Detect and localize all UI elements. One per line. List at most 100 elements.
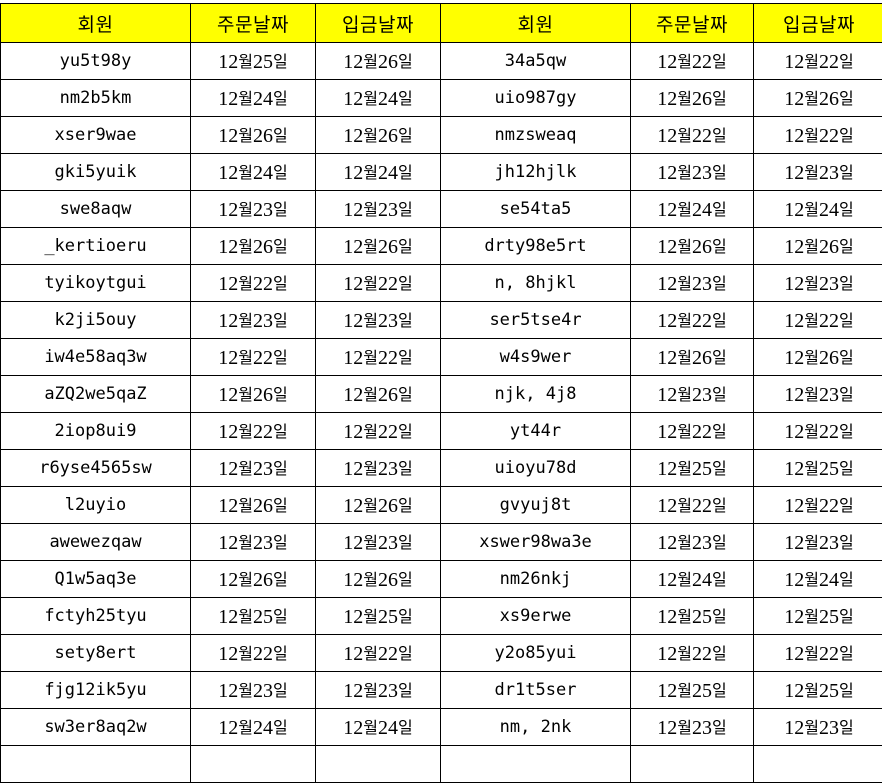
- cell-member[interactable]: Q1w5aq3e: [1, 561, 191, 598]
- cell-date[interactable]: 12월26일: [316, 43, 441, 80]
- cell-date[interactable]: 12월22일: [754, 43, 882, 80]
- cell-member[interactable]: w4s9wer: [441, 339, 631, 376]
- cell-date[interactable]: 12월22일: [191, 339, 316, 376]
- cell-date[interactable]: 12월25일: [631, 598, 754, 635]
- cell-member[interactable]: xswer98wa3e: [441, 524, 631, 561]
- cell-date[interactable]: 12월26일: [631, 80, 754, 117]
- cell-date[interactable]: 12월22일: [754, 117, 882, 154]
- cell-date[interactable]: 12월22일: [754, 413, 882, 450]
- cell-date[interactable]: 12월23일: [191, 191, 316, 228]
- cell-date[interactable]: 12월24일: [316, 709, 441, 746]
- cell-date[interactable]: 12월26일: [631, 228, 754, 265]
- cell-member[interactable]: njk, 4j8: [441, 376, 631, 413]
- cell-member[interactable]: ser5tse4r: [441, 302, 631, 339]
- cell-date[interactable]: 12월22일: [191, 635, 316, 672]
- cell-date[interactable]: 12월22일: [631, 487, 754, 524]
- cell-date[interactable]: 12월26일: [631, 339, 754, 376]
- cell-date[interactable]: 12월25일: [316, 598, 441, 635]
- cell-date[interactable]: 12월22일: [191, 265, 316, 302]
- column-header-member-1[interactable]: 회원: [1, 4, 191, 43]
- cell-date[interactable]: 12월23일: [754, 524, 882, 561]
- cell-empty[interactable]: [631, 746, 754, 783]
- cell-member[interactable]: gvyuj8t: [441, 487, 631, 524]
- cell-date[interactable]: 12월23일: [631, 376, 754, 413]
- cell-member[interactable]: fctyh25tyu: [1, 598, 191, 635]
- cell-member[interactable]: y2o85yui: [441, 635, 631, 672]
- cell-member[interactable]: iw4e58aq3w: [1, 339, 191, 376]
- cell-member[interactable]: r6yse4565sw: [1, 450, 191, 487]
- column-header-payment-1[interactable]: 입금날짜: [316, 4, 441, 43]
- cell-member[interactable]: 2iop8ui9: [1, 413, 191, 450]
- cell-member[interactable]: sety8ert: [1, 635, 191, 672]
- cell-date[interactable]: 12월25일: [754, 672, 882, 709]
- cell-member[interactable]: _kertioeru: [1, 228, 191, 265]
- cell-date[interactable]: 12월22일: [754, 487, 882, 524]
- cell-date[interactable]: 12월23일: [316, 191, 441, 228]
- cell-date[interactable]: 12월25일: [191, 598, 316, 635]
- cell-date[interactable]: 12월26일: [316, 561, 441, 598]
- cell-date[interactable]: 12월24일: [631, 191, 754, 228]
- cell-member[interactable]: swe8aqw: [1, 191, 191, 228]
- cell-member[interactable]: yt44r: [441, 413, 631, 450]
- cell-member[interactable]: se54ta5: [441, 191, 631, 228]
- cell-member[interactable]: xs9erwe: [441, 598, 631, 635]
- cell-member[interactable]: k2ji5ouy: [1, 302, 191, 339]
- cell-date[interactable]: 12월23일: [631, 709, 754, 746]
- cell-member[interactable]: nm26nkj: [441, 561, 631, 598]
- cell-date[interactable]: 12월22일: [316, 265, 441, 302]
- cell-member[interactable]: drty98e5rt: [441, 228, 631, 265]
- column-header-order-1[interactable]: 주문날짜: [191, 4, 316, 43]
- cell-member[interactable]: tyikoytgui: [1, 265, 191, 302]
- cell-date[interactable]: 12월24일: [316, 154, 441, 191]
- cell-date[interactable]: 12월22일: [631, 413, 754, 450]
- cell-member[interactable]: nmzsweaq: [441, 117, 631, 154]
- cell-date[interactable]: 12월23일: [191, 524, 316, 561]
- cell-date[interactable]: 12월23일: [754, 709, 882, 746]
- column-header-order-2[interactable]: 주문날짜: [631, 4, 754, 43]
- cell-date[interactable]: 12월22일: [631, 117, 754, 154]
- cell-date[interactable]: 12월24일: [316, 80, 441, 117]
- cell-date[interactable]: 12월26일: [191, 228, 316, 265]
- cell-member[interactable]: 34a5qw: [441, 43, 631, 80]
- cell-date[interactable]: 12월22일: [754, 302, 882, 339]
- cell-date[interactable]: 12월22일: [316, 339, 441, 376]
- cell-member[interactable]: fjg12ik5yu: [1, 672, 191, 709]
- cell-date[interactable]: 12월26일: [316, 117, 441, 154]
- cell-date[interactable]: 12월22일: [631, 635, 754, 672]
- cell-date[interactable]: 12월26일: [754, 228, 882, 265]
- cell-member[interactable]: aZQ2we5qaZ: [1, 376, 191, 413]
- cell-date[interactable]: 12월26일: [191, 561, 316, 598]
- cell-date[interactable]: 12월24일: [191, 709, 316, 746]
- cell-empty[interactable]: [191, 746, 316, 783]
- cell-member[interactable]: awewezqaw: [1, 524, 191, 561]
- cell-date[interactable]: 12월23일: [316, 672, 441, 709]
- cell-date[interactable]: 12월25일: [191, 43, 316, 80]
- cell-date[interactable]: 12월25일: [631, 672, 754, 709]
- cell-member[interactable]: uioyu78d: [441, 450, 631, 487]
- cell-date[interactable]: 12월23일: [191, 450, 316, 487]
- cell-date[interactable]: 12월26일: [191, 487, 316, 524]
- cell-date[interactable]: 12월22일: [191, 413, 316, 450]
- cell-date[interactable]: 12월25일: [754, 598, 882, 635]
- cell-member[interactable]: nm, 2nk: [441, 709, 631, 746]
- cell-date[interactable]: 12월25일: [754, 450, 882, 487]
- cell-date[interactable]: 12월23일: [191, 302, 316, 339]
- cell-member[interactable]: n, 8hjkl: [441, 265, 631, 302]
- cell-date[interactable]: 12월26일: [754, 80, 882, 117]
- cell-date[interactable]: 12월23일: [631, 265, 754, 302]
- cell-date[interactable]: 12월23일: [631, 524, 754, 561]
- cell-date[interactable]: 12월26일: [754, 339, 882, 376]
- cell-date[interactable]: 12월24일: [754, 561, 882, 598]
- cell-date[interactable]: 12월23일: [316, 524, 441, 561]
- cell-date[interactable]: 12월23일: [754, 154, 882, 191]
- cell-date[interactable]: 12월24일: [754, 191, 882, 228]
- cell-date[interactable]: 12월23일: [191, 672, 316, 709]
- cell-date[interactable]: 12월23일: [316, 302, 441, 339]
- cell-empty[interactable]: [441, 746, 631, 783]
- cell-date[interactable]: 12월22일: [631, 43, 754, 80]
- cell-date[interactable]: 12월22일: [754, 635, 882, 672]
- cell-member[interactable]: yu5t98y: [1, 43, 191, 80]
- cell-member[interactable]: jh12hjlk: [441, 154, 631, 191]
- cell-date[interactable]: 12월22일: [316, 413, 441, 450]
- cell-date[interactable]: 12월26일: [191, 376, 316, 413]
